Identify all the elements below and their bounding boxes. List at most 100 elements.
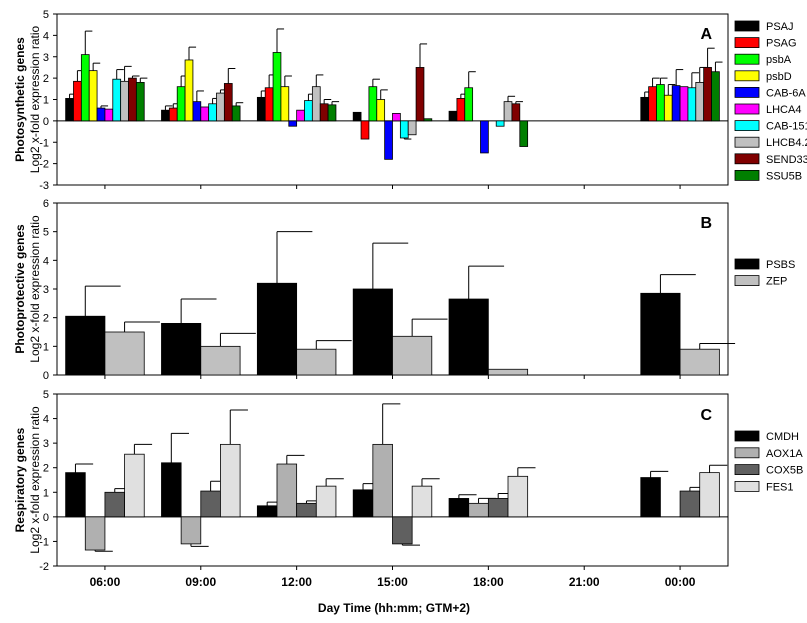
y-tick-label: -1 <box>39 536 49 548</box>
legend-label: psbA <box>766 54 792 66</box>
bar-AOX1A <box>180 516 202 545</box>
bar-AOX1A <box>468 502 489 518</box>
legend-swatch <box>734 70 760 82</box>
legend-label: CMDH <box>766 431 799 443</box>
legend-label: SSU5B <box>766 170 802 182</box>
bar-CAB-6A <box>288 120 298 127</box>
bar-psbA <box>464 87 474 122</box>
bar-psbD <box>376 99 386 122</box>
legend-swatch <box>734 430 760 442</box>
bar-PSAJ <box>352 111 362 122</box>
y-tick-label: 5 <box>43 389 49 401</box>
panel-letter: B <box>700 215 712 232</box>
bar-CAB-151 <box>208 103 217 122</box>
y-tick-label: -2 <box>39 159 49 171</box>
bar-psbA <box>80 54 90 122</box>
bar-FES1 <box>315 485 337 518</box>
bar-CAB-151 <box>495 120 505 127</box>
y-tick-label: 4 <box>43 30 49 42</box>
bar-COX5B <box>104 491 125 518</box>
bar-psbA <box>272 52 282 122</box>
y-tick-label: 2 <box>43 463 49 475</box>
y-tick-label: 0 <box>43 116 49 128</box>
bar-SSU5B <box>711 71 720 122</box>
legend-label: PSAG <box>766 38 797 50</box>
bar-SEND33 <box>511 103 521 122</box>
y-tick-label: 4 <box>43 414 49 426</box>
legend-label: FES1 <box>766 481 794 493</box>
legend-swatch <box>734 20 760 32</box>
y-tick-label: 1 <box>43 341 49 353</box>
y-axis-subtitle: Log2 x-fold expression ratio <box>28 406 42 554</box>
legend-swatch <box>734 258 760 270</box>
bar-FES1 <box>220 443 241 518</box>
bar-PSAJ <box>640 96 650 122</box>
bar-PSAG <box>73 80 82 122</box>
y-tick-label: 5 <box>43 9 49 21</box>
bar-COX5B <box>200 490 221 518</box>
bar-psbD <box>280 86 290 122</box>
x-tick-label: 21:00 <box>569 575 600 589</box>
bar-COX5B <box>679 490 701 518</box>
bar-PSBS <box>65 315 106 376</box>
y-axis-subtitle: Log2 x-fold expression ratio <box>28 25 42 173</box>
legend-label: AOX1A <box>766 448 803 460</box>
y-tick-label: 4 <box>43 255 49 267</box>
bar-LHCA4 <box>296 109 305 122</box>
legend-label: PSBS <box>766 259 795 271</box>
bar-SEND33 <box>703 67 712 122</box>
bar-COX5B <box>296 502 317 518</box>
bar-LHCB4.2 <box>120 80 129 122</box>
bar-psbD <box>184 59 194 122</box>
x-tick-label: 00:00 <box>665 575 696 589</box>
panel-letter: A <box>700 26 712 43</box>
bar-FES1 <box>507 475 529 518</box>
bar-CAB-151 <box>399 120 409 139</box>
legend-swatch <box>734 480 760 492</box>
bar-PSAG <box>648 86 657 122</box>
y-axis-title: Photoprotective genes <box>13 224 27 354</box>
bar-FES1 <box>124 453 145 518</box>
y-axis-subtitle: Log2 x-fold expression ratio <box>28 215 42 363</box>
bar-psbA <box>656 84 665 122</box>
bar-ZEP <box>104 331 145 376</box>
y-tick-label: 3 <box>43 438 49 450</box>
legend-label: CAB-6A <box>766 87 806 99</box>
legend-label: ZEP <box>766 276 787 288</box>
y-tick-label: 6 <box>43 198 49 210</box>
bar-PSAJ <box>256 96 266 122</box>
legend-swatch <box>734 153 760 165</box>
x-tick-label: 06:00 <box>90 575 121 589</box>
x-tick-label: 18:00 <box>473 575 504 589</box>
bar-PSAG <box>456 98 466 122</box>
bar-LHCA4 <box>392 112 401 122</box>
legend-label: COX5B <box>766 465 803 477</box>
x-tick-label: 12:00 <box>281 575 312 589</box>
legend-swatch <box>734 447 760 459</box>
bar-PSBS <box>448 298 489 376</box>
y-axis-title: Respiratory genes <box>13 427 27 532</box>
y-tick-label: 2 <box>43 313 49 325</box>
y-tick-label: 5 <box>43 227 49 239</box>
bar-PSAG <box>360 120 370 140</box>
legend-swatch <box>734 103 760 115</box>
panel-B: 0 1 2 3 4 5 6 B Photoprotective genes Log2 x-fold… <box>13 198 795 382</box>
panel-C: -2 -1 0 1 2 3 4 5 C Respiratory genes Log2 x-fold … <box>13 389 803 573</box>
bar-PSBS <box>352 288 393 376</box>
legend-swatch <box>734 136 760 148</box>
bar-CMDH <box>352 489 374 518</box>
bar-LHCB4.2 <box>503 101 513 122</box>
bar-ZEP <box>200 345 241 376</box>
legend: CMDH AOX1A COX5B FES1 <box>734 430 803 493</box>
bar-SSU5B <box>423 118 433 122</box>
legend-swatch <box>734 37 760 48</box>
y-tick-label: 3 <box>43 284 49 296</box>
bar-CAB-151 <box>112 78 122 122</box>
bar-ZEP <box>487 368 529 376</box>
bar-SSU5B <box>231 105 241 122</box>
x-tick-label: 09:00 <box>185 575 216 589</box>
panel-letter: C <box>700 407 712 424</box>
bar-CAB-151 <box>687 87 697 122</box>
bar-CMDH <box>448 498 470 518</box>
legend-label: psbD <box>766 71 792 83</box>
